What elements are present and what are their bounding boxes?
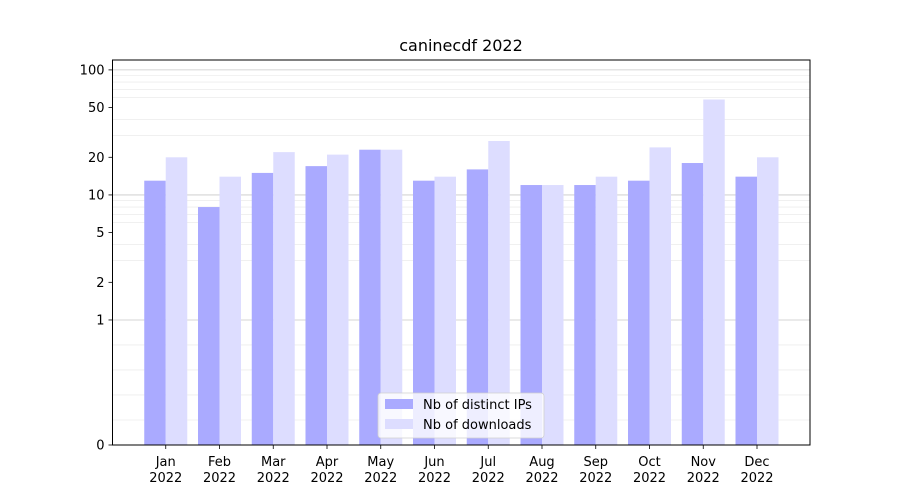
x-tick-label-month: Mar: [261, 455, 286, 470]
x-tick-label-month: Feb: [208, 455, 231, 470]
legend-label: Nb of distinct IPs: [423, 398, 532, 413]
bar-distinct-ips: [251, 172, 274, 445]
x-tick-label-month: Nov: [691, 455, 717, 470]
x-tick-label-month: Jul: [479, 455, 496, 470]
y-tick-label: 5: [96, 226, 104, 241]
bar-distinct-ips: [681, 163, 704, 445]
x-tick-label-year: 2022: [364, 471, 397, 486]
y-tick-label: 100: [80, 63, 105, 78]
bar-downloads: [757, 157, 779, 445]
legend-label: Nb of downloads: [423, 418, 532, 433]
chart-title: caninecdf 2022: [399, 36, 523, 55]
bar-distinct-ips: [198, 207, 220, 445]
x-tick-label-month: Jun: [423, 455, 444, 470]
legend-box: [377, 392, 545, 439]
x-tick-label-year: 2022: [525, 471, 558, 486]
x-tick-label-month: Jan: [155, 455, 176, 470]
x-tick-label-month: Oct: [638, 455, 660, 470]
bar-distinct-ips: [305, 166, 327, 445]
bar-downloads: [327, 154, 349, 446]
legend-swatch: [385, 419, 413, 429]
bar-downloads: [703, 99, 725, 446]
x-tick-label-month: Dec: [744, 455, 769, 470]
x-tick-label-month: Apr: [316, 455, 339, 470]
y-tick-label: 2: [96, 276, 104, 291]
bar-downloads: [488, 140, 510, 445]
y-tick-label: 0: [96, 439, 104, 454]
bar-downloads: [165, 157, 188, 445]
legend-swatch: [385, 399, 413, 409]
x-tick-label-year: 2022: [579, 471, 612, 486]
x-tick-label-month: Sep: [583, 455, 608, 470]
plot-frame: [112, 59, 811, 446]
x-tick-label-year: 2022: [149, 471, 182, 486]
bar-downloads: [542, 185, 564, 445]
bar-distinct-ips: [466, 169, 489, 445]
x-axis: Jan2022Feb2022Mar2022Apr2022May2022Jun20…: [149, 445, 774, 486]
y-axis: 0 1 2 5 10 20 50 100: [80, 63, 113, 454]
bar-distinct-ips: [628, 180, 650, 445]
legend: Nb of distinct IPs Nb of downloads: [377, 392, 545, 439]
bars-group: [144, 99, 779, 446]
y-tick-label: 20: [88, 151, 105, 166]
y-tick-label: 1: [96, 313, 104, 328]
x-tick-label-year: 2022: [203, 471, 236, 486]
bar-distinct-ips: [413, 180, 435, 445]
x-tick-label-month: May: [367, 455, 394, 470]
x-tick-label-month: Aug: [529, 455, 554, 470]
bar-downloads: [219, 176, 241, 445]
y-tick-label: 10: [88, 188, 105, 203]
bar-distinct-ips: [735, 176, 757, 445]
bar-distinct-ips: [520, 185, 542, 445]
bar-distinct-ips: [574, 185, 596, 445]
x-tick-label-year: 2022: [472, 471, 505, 486]
bar-downloads: [595, 176, 618, 445]
bar-distinct-ips: [144, 180, 166, 445]
x-tick-label-year: 2022: [687, 471, 720, 486]
bar-downloads: [380, 149, 403, 446]
x-tick-label-year: 2022: [257, 471, 290, 486]
x-tick-label-year: 2022: [633, 471, 666, 486]
bar-downloads: [273, 152, 295, 445]
bar-downloads: [434, 176, 456, 445]
bar-distinct-ips: [359, 149, 381, 446]
y-tick-label: 50: [88, 101, 105, 116]
bar-downloads: [649, 147, 671, 446]
x-tick-label-year: 2022: [310, 471, 343, 486]
x-tick-label-year: 2022: [418, 471, 451, 486]
x-tick-label-year: 2022: [740, 471, 773, 486]
